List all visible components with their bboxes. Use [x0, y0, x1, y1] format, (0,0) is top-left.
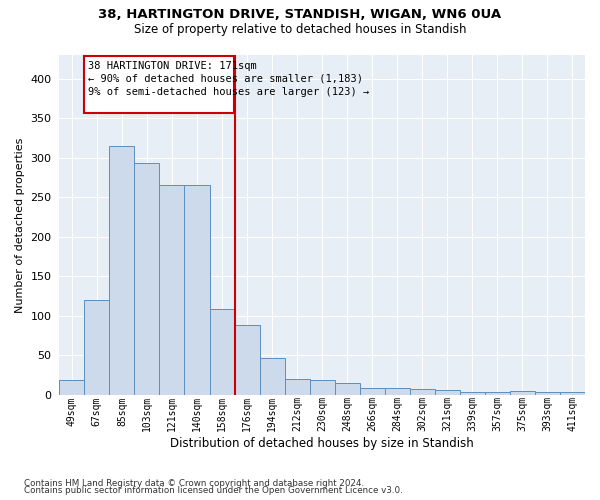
- Bar: [85, 300, 109, 395]
- Bar: [260, 358, 284, 395]
- Bar: [84, 56, 234, 114]
- Bar: [59, 380, 85, 395]
- Text: Contains public sector information licensed under the Open Government Licence v3: Contains public sector information licen…: [24, 486, 403, 495]
- X-axis label: Distribution of detached houses by size in Standish: Distribution of detached houses by size …: [170, 437, 474, 450]
- Bar: [335, 383, 360, 395]
- Bar: [410, 390, 435, 395]
- Bar: [184, 186, 209, 395]
- Bar: [535, 392, 560, 395]
- Bar: [485, 392, 510, 395]
- Bar: [460, 392, 485, 395]
- Text: 9% of semi-detached houses are larger (123) →: 9% of semi-detached houses are larger (1…: [88, 86, 370, 97]
- Bar: [235, 326, 260, 395]
- Bar: [284, 379, 310, 395]
- Bar: [510, 391, 535, 395]
- Text: 38, HARTINGTON DRIVE, STANDISH, WIGAN, WN6 0UA: 38, HARTINGTON DRIVE, STANDISH, WIGAN, W…: [98, 8, 502, 20]
- Bar: [134, 164, 160, 395]
- Bar: [560, 392, 585, 395]
- Bar: [385, 388, 410, 395]
- Text: Contains HM Land Registry data © Crown copyright and database right 2024.: Contains HM Land Registry data © Crown c…: [24, 478, 364, 488]
- Bar: [310, 380, 335, 395]
- Text: Size of property relative to detached houses in Standish: Size of property relative to detached ho…: [134, 22, 466, 36]
- Bar: [209, 310, 235, 395]
- Text: 38 HARTINGTON DRIVE: 171sqm: 38 HARTINGTON DRIVE: 171sqm: [88, 62, 257, 72]
- Bar: [360, 388, 385, 395]
- Bar: [435, 390, 460, 395]
- Text: ← 90% of detached houses are smaller (1,183): ← 90% of detached houses are smaller (1,…: [88, 73, 363, 83]
- Bar: [109, 146, 134, 395]
- Bar: [160, 186, 184, 395]
- Y-axis label: Number of detached properties: Number of detached properties: [15, 137, 25, 312]
